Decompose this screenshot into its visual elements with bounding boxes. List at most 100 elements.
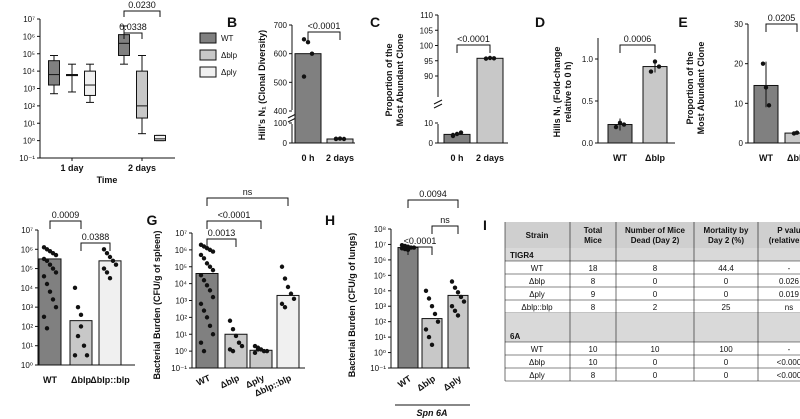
panel-h-y-label: Bacterial Burden (CFU/g of lungs) <box>347 233 357 378</box>
panel-b-category: 2 days <box>326 153 354 163</box>
data-point <box>452 308 458 314</box>
panel-b-tick-label: 400 <box>274 107 288 116</box>
table-header-cell: Mortality by Day 2 (%) <box>704 226 749 245</box>
panel-f-y-tick-label: 10³ <box>21 303 33 312</box>
panel-f-category: Δblp <box>71 375 91 385</box>
table-cell: 100 <box>719 345 733 354</box>
panel-a-y-tick-label: 10⁶ <box>23 32 35 41</box>
panel-h-y-tick-label: 10⁻¹ <box>370 364 386 373</box>
bar <box>98 260 122 366</box>
panel-c-category: 2 days <box>476 153 504 163</box>
panel-h-category: Δply <box>441 373 463 392</box>
data-point <box>423 288 429 293</box>
panel-i-letter: I <box>483 217 487 233</box>
data-point <box>201 278 207 283</box>
panel-g-sig-2-bracket <box>206 220 262 229</box>
bar <box>224 333 248 369</box>
data-point <box>210 294 216 300</box>
panel-g-sig-3-label: ns <box>243 187 253 197</box>
panel-g-category: Δblp <box>219 373 242 391</box>
data-point <box>204 283 210 288</box>
data-point <box>233 333 239 339</box>
data-point <box>210 249 216 254</box>
data-point <box>648 69 654 74</box>
panel-c-tick-label: 90 <box>424 72 433 81</box>
data-point <box>53 270 59 275</box>
data-point <box>455 313 461 318</box>
panel-c-category: 0 h <box>450 153 463 163</box>
panel-g-y-tick-label: 10⁻¹ <box>171 364 187 373</box>
panel-h-sig-1-label: <0.0001 <box>404 236 437 246</box>
table-cell: 0 <box>653 371 658 380</box>
table-header-bg <box>505 222 800 248</box>
bar <box>642 66 668 144</box>
panel-b-sig-bracket <box>307 31 341 40</box>
panel-h-y-tick-label: 10⁰ <box>374 349 386 358</box>
data-point <box>201 256 207 261</box>
table-cell: 18 <box>589 264 598 273</box>
panel-g-y-tick-label: 10⁵ <box>175 263 187 272</box>
box <box>154 134 166 142</box>
data-point <box>461 299 467 304</box>
table-cell: 10 <box>651 345 660 354</box>
data-point <box>621 122 627 127</box>
table-cell: 0 <box>724 290 729 299</box>
table-cell: 10 <box>589 358 598 367</box>
panel-d-sig-label: 0.0006 <box>624 34 652 44</box>
panel-e-y-tick-label: 20 <box>734 60 743 69</box>
panel-h-sig-2-label: 0.0094 <box>419 189 447 199</box>
bar <box>447 294 469 369</box>
table-cell: <0.000 <box>777 371 800 380</box>
data-point <box>652 59 658 64</box>
data-point <box>47 262 53 267</box>
panel-f-category: WT <box>43 375 57 385</box>
panel-g-letter: G <box>147 212 158 228</box>
data-point <box>110 258 116 264</box>
panel-g-category: WT <box>195 373 212 388</box>
table-cell: - <box>788 345 791 354</box>
box <box>48 60 60 86</box>
data-point <box>309 51 315 56</box>
table-group-label: 6A <box>510 332 520 341</box>
data-point <box>207 323 213 329</box>
data-point <box>337 136 343 141</box>
panel-g-sig-2-label: <0.0001 <box>218 210 251 220</box>
data-point <box>432 311 438 317</box>
table-cell: 0 <box>724 277 729 286</box>
panel-d-category: Δblp <box>645 153 665 163</box>
data-point <box>230 348 236 354</box>
data-point <box>198 252 204 258</box>
table-cell: Δply <box>529 290 545 299</box>
panel-a-x-label: Time <box>97 175 118 185</box>
panel-g-sig-1-bracket <box>206 238 237 247</box>
data-point <box>617 120 623 126</box>
panel-f-y-tick-label: 10¹ <box>21 342 33 351</box>
table-header-line: Dead (Day 2) <box>631 236 680 245</box>
panel-d-y-tick-label: 1.0 <box>582 55 594 64</box>
data-point <box>435 319 441 324</box>
data-point <box>44 326 50 331</box>
panel-h-y-tick-label: 10⁴ <box>374 287 387 296</box>
data-point <box>104 270 110 275</box>
panel-e-y-label-line: Most Abundant Clone <box>696 42 706 135</box>
data-point <box>252 350 258 356</box>
panel-h-sig-2-bracket <box>407 199 459 208</box>
panel-f-sig-2-label: 0.0388 <box>82 232 110 242</box>
data-point <box>239 343 245 349</box>
data-point <box>207 264 213 269</box>
panel-c-sig-label: <0.0001 <box>457 34 490 44</box>
bar <box>476 57 504 144</box>
panel-c-tick-label: 105 <box>420 26 434 35</box>
panel-g-sig-1-label: 0.0013 <box>208 228 236 238</box>
bar <box>195 273 219 369</box>
panel-c-y-label: Proportion of theMost Abundant Clone <box>384 34 405 127</box>
panel-h-y-tick-label: 10⁶ <box>374 256 386 265</box>
data-point <box>78 324 84 329</box>
panel-b-tick-label: 600 <box>274 50 288 59</box>
panel-d-y-label-line: Hills N₁ (Fold-change <box>552 47 562 138</box>
data-point <box>282 305 288 310</box>
panel-c-y-label-line: Most Abundant Clone <box>395 34 405 127</box>
table-cell: 0 <box>724 371 729 380</box>
data-point <box>426 296 432 301</box>
data-point <box>107 254 113 260</box>
